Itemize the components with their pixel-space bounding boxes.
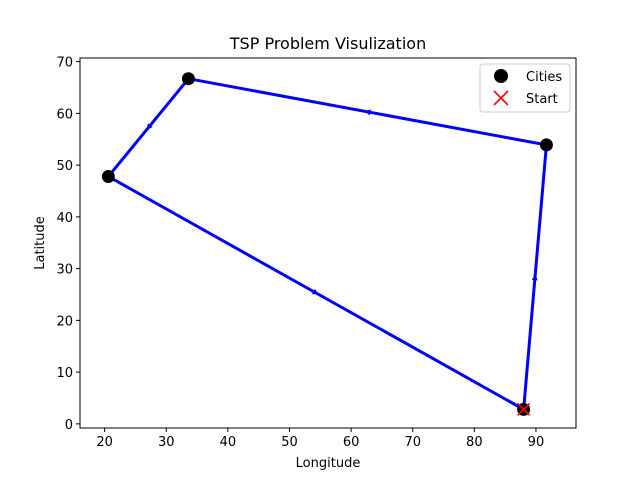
route-direction-arrow	[531, 274, 538, 281]
plot-frame	[79, 57, 577, 429]
city-layer	[101, 72, 553, 416]
y-tick-label: 20	[56, 314, 73, 329]
legend-cities-marker	[494, 69, 508, 83]
legend-start-label: Start	[526, 92, 558, 107]
route-direction-arrow	[311, 288, 319, 295]
x-tick-label: 50	[281, 435, 298, 450]
city-point	[539, 138, 553, 152]
x-tick-label: 30	[158, 435, 175, 450]
x-tick-label: 60	[343, 435, 360, 450]
start-layer	[517, 402, 531, 416]
x-tick-label: 80	[466, 435, 483, 450]
y-axis-label: Latitude	[33, 216, 48, 270]
start-marker-stroke	[517, 402, 531, 416]
y-tick-label: 40	[56, 211, 73, 226]
x-tick-label: 40	[220, 435, 237, 450]
chart-title: TSP Problem Visulization	[229, 34, 426, 53]
x-tick-label: 70	[404, 435, 421, 450]
y-tick-label: 60	[56, 107, 73, 122]
route-direction-arrow	[364, 109, 371, 116]
legend-start-marker	[493, 90, 509, 106]
route-direction-arrow	[146, 123, 153, 130]
y-tick-label: 0	[65, 418, 73, 433]
y-tick-label: 10	[56, 366, 73, 381]
y-tick-label: 70	[56, 56, 73, 71]
route-layer	[106, 77, 548, 411]
y-axis: 0 10 20 30 40 50 60 70	[56, 56, 80, 433]
city-point	[181, 72, 195, 86]
y-tick-label: 30	[56, 263, 73, 278]
city-point	[101, 170, 115, 184]
x-axis: 20 30 40 50 60 70 80 90	[96, 428, 544, 450]
start-marker	[517, 402, 531, 416]
legend-cities-label: Cities	[526, 70, 562, 85]
x-axis-label: Longitude	[296, 456, 361, 471]
x-tick-label: 20	[96, 435, 113, 450]
x-tick-label: 90	[528, 435, 545, 450]
y-tick-label: 50	[56, 159, 73, 174]
legend: Cities Start	[479, 63, 571, 113]
